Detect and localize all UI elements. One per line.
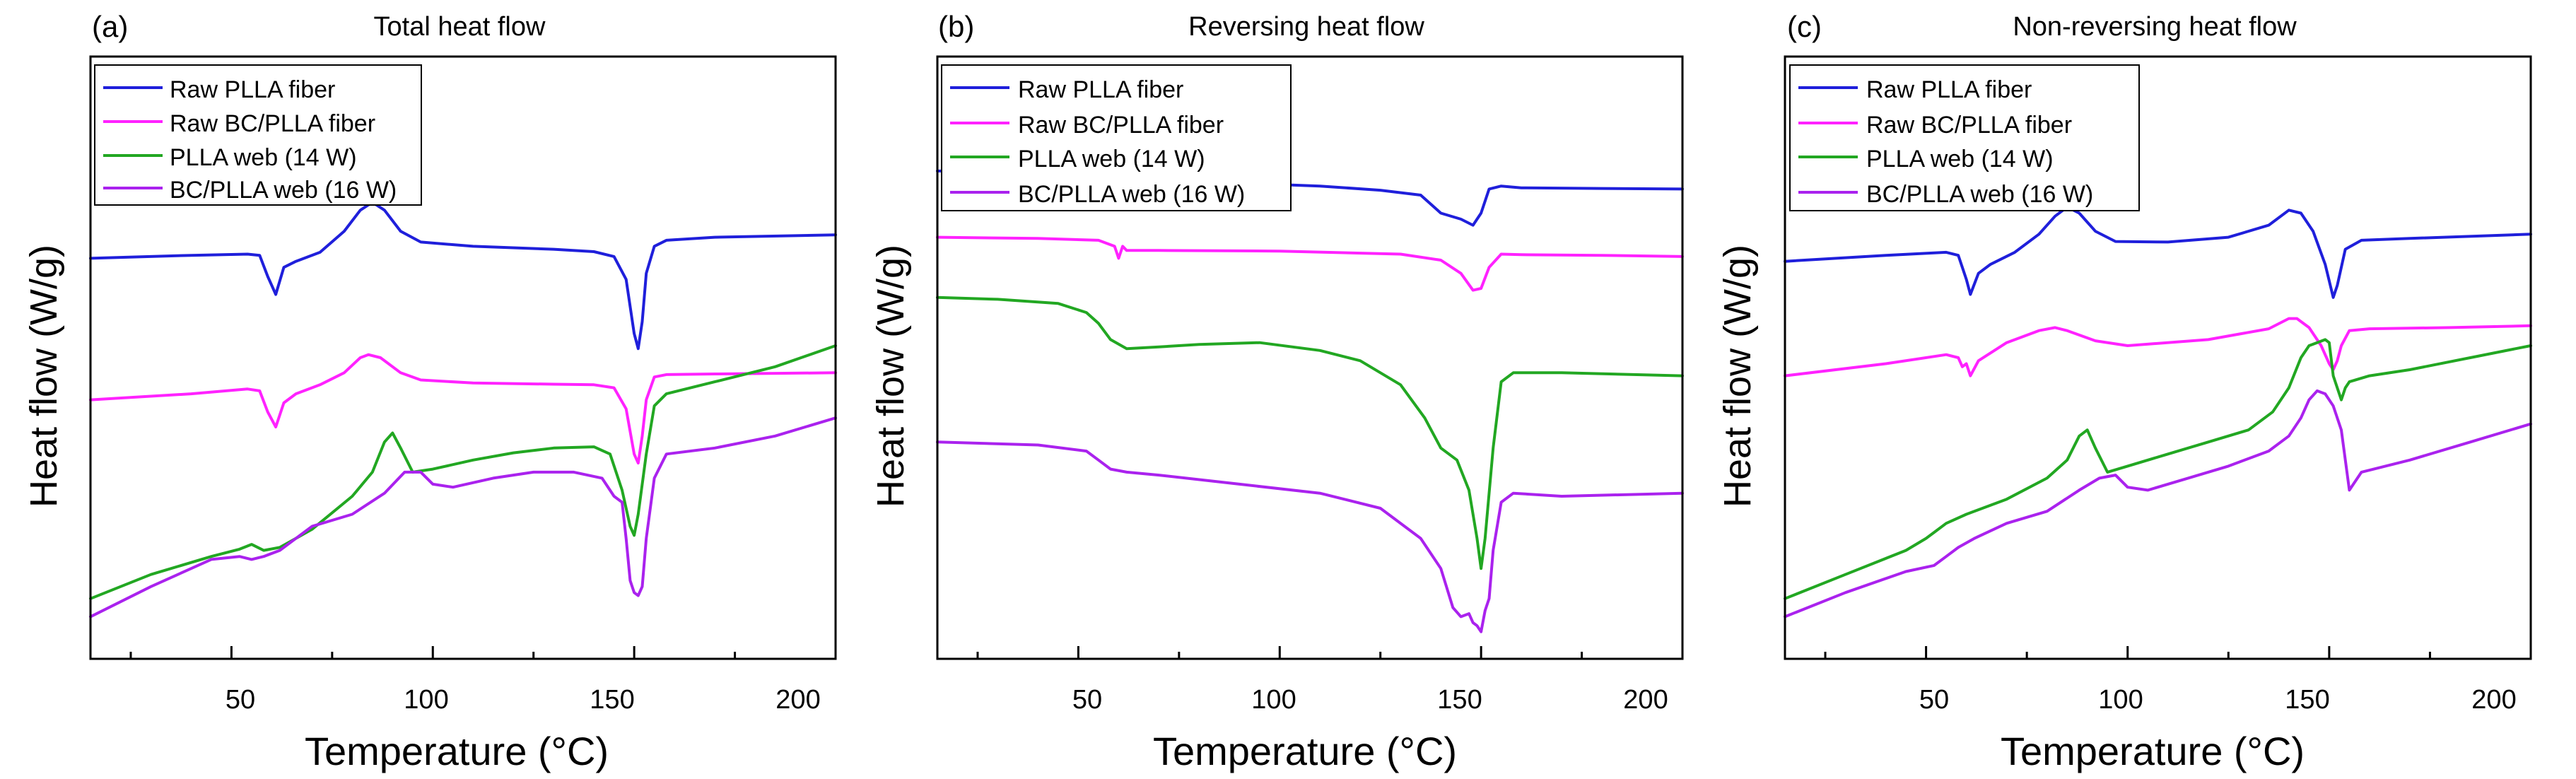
series-line	[1784, 389, 2532, 619]
x-tick-label: 50	[1072, 685, 1102, 715]
series-line	[89, 416, 837, 619]
x-axis-label: Temperature (°C)	[2001, 729, 2305, 773]
x-tick-label: 150	[1437, 685, 1482, 715]
x-tick-label: 200	[1623, 685, 1668, 715]
x-axis-label: Temperature (°C)	[1153, 729, 1457, 773]
series-line	[89, 201, 837, 351]
panel-title: Reversing heat flow	[1188, 12, 1424, 42]
x-tick-label: 50	[1919, 685, 1949, 715]
legend-label: Raw PLLA fiber	[1018, 76, 1183, 103]
tick-labels: 50 100 150 200	[1919, 685, 2517, 715]
plot-area	[1784, 55, 2532, 660]
legend-entry: Raw BC/PLLA fiber	[950, 112, 1224, 139]
plot-frame	[1784, 55, 2532, 660]
tick-labels: 50 100 150 200	[226, 685, 821, 715]
legend-entry: BC/PLLA web (16 W)	[1798, 181, 2093, 208]
x-axis-label: Temperature (°C)	[305, 729, 609, 773]
y-axis-label: Heat flow (W/g)	[870, 245, 912, 508]
x-tick-label: 150	[2285, 685, 2329, 715]
series-line	[89, 344, 837, 600]
series-line	[936, 235, 1684, 292]
legend-entry: Raw BC/PLLA fiber	[1798, 112, 2072, 139]
legend-label: Raw PLLA fiber	[170, 76, 335, 103]
panel-a: (a) Total heat flow Heat flow (W/g) Temp…	[23, 10, 837, 773]
legend-entry: BC/PLLA web (16 W)	[950, 181, 1245, 208]
y-axis-label: Heat flow (W/g)	[1716, 245, 1759, 508]
x-tick-label: 100	[404, 685, 448, 715]
plot-frame	[936, 55, 1684, 660]
legend-entry: Raw PLLA fiber	[103, 76, 335, 103]
series-line	[1784, 338, 2532, 600]
panel-label: (c)	[1787, 10, 1822, 43]
legend-entry: PLLA web (14 W)	[103, 144, 357, 171]
legend-label: PLLA web (14 W)	[1866, 146, 2054, 172]
legend-entry: Raw PLLA fiber	[950, 76, 1183, 103]
series-line	[1784, 206, 2532, 299]
panel-title: Total heat flow	[374, 12, 546, 42]
series-line	[936, 295, 1684, 570]
x-tick-label: 100	[1251, 685, 1296, 715]
x-tick-label: 200	[2471, 685, 2516, 715]
plot-frame	[89, 55, 837, 660]
legend-label: Raw BC/PLLA fiber	[170, 110, 375, 137]
plot-area	[89, 55, 837, 660]
legend-label: PLLA web (14 W)	[1018, 146, 1205, 172]
panel-label: (b)	[938, 10, 974, 43]
legend: Raw PLLA fiber Raw BC/PLLA fiber PLLA we…	[94, 64, 422, 206]
y-axis-label: Heat flow (W/g)	[23, 245, 65, 508]
legend-entry: BC/PLLA web (16 W)	[103, 177, 397, 204]
x-tick-label: 150	[590, 685, 634, 715]
x-tick-label: 50	[226, 685, 255, 715]
legend: Raw PLLA fiber Raw BC/PLLA fiber PLLA we…	[1789, 64, 2140, 211]
legend-entry: Raw BC/PLLA fiber	[103, 110, 375, 137]
legend-entry: Raw PLLA fiber	[1798, 76, 2032, 103]
legend-label: Raw BC/PLLA fiber	[1866, 112, 2072, 139]
tick-labels: 50 100 150 200	[1072, 685, 1668, 715]
panel-b: (b) Reversing heat flow Heat flow (W/g) …	[870, 10, 1684, 773]
panel-label: (a)	[92, 10, 128, 43]
legend-label: Raw PLLA fiber	[1866, 76, 2032, 103]
x-tick-label: 100	[2098, 685, 2143, 715]
series-line	[1784, 317, 2532, 377]
series-line	[936, 440, 1684, 633]
plot-area	[936, 55, 1684, 660]
legend-label: BC/PLLA web (16 W)	[1866, 181, 2093, 208]
legend-label: BC/PLLA web (16 W)	[170, 177, 397, 204]
legend-entry: PLLA web (14 W)	[950, 146, 1205, 172]
x-tick-label: 200	[775, 685, 820, 715]
panel-c: (c) Non-reversing heat flow Heat flow (W…	[1716, 10, 2532, 773]
legend-entry: PLLA web (14 W)	[1798, 146, 2054, 172]
series-line	[89, 353, 837, 465]
legend: Raw PLLA fiber Raw BC/PLLA fiber PLLA we…	[941, 64, 1292, 211]
legend-label: PLLA web (14 W)	[170, 144, 357, 171]
legend-label: BC/PLLA web (16 W)	[1018, 181, 1245, 208]
legend-box	[1789, 64, 2140, 211]
legend-label: Raw BC/PLLA fiber	[1018, 112, 1224, 139]
panel-title: Non-reversing heat flow	[2013, 12, 2297, 42]
legend-box	[941, 64, 1292, 211]
